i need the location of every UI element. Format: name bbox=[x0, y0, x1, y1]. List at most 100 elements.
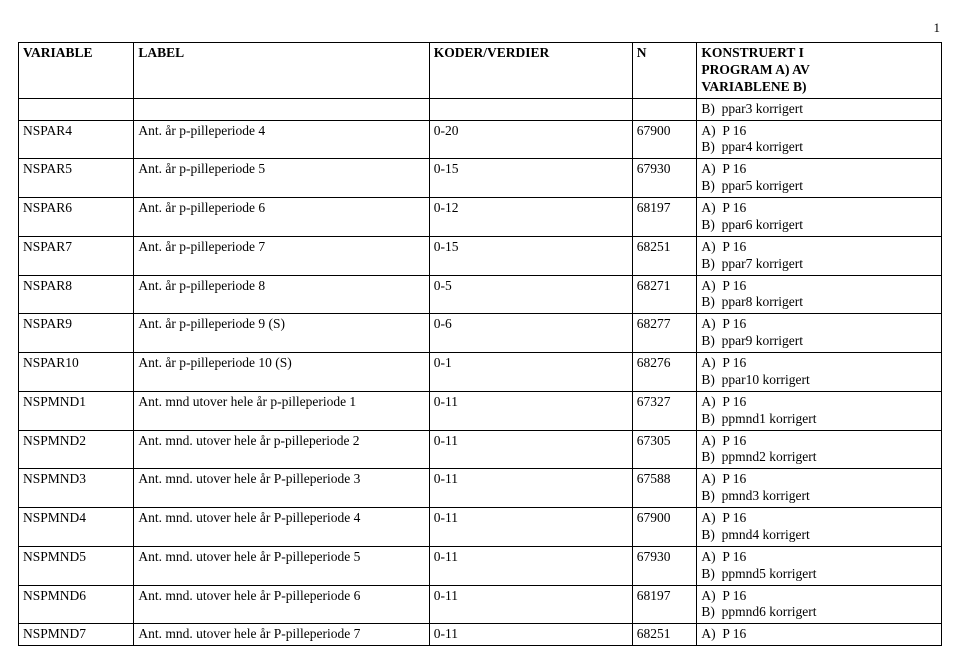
konstruert-b: B) ppmnd2 korrigert bbox=[701, 449, 937, 466]
cell-variable: NSPMND7 bbox=[19, 624, 134, 646]
cell-label: Ant. år p-pilleperiode 6 bbox=[134, 198, 429, 237]
cell-konstruert: A) P 16B) ppar4 korrigert bbox=[697, 120, 942, 159]
table-row: B) ppar3 korrigert bbox=[19, 98, 942, 120]
cell-label: Ant. år p-pilleperiode 4 bbox=[134, 120, 429, 159]
konstruert-a: A) P 16 bbox=[701, 239, 937, 256]
konstruert-a: A) P 16 bbox=[701, 278, 937, 295]
cell-variable: NSPAR6 bbox=[19, 198, 134, 237]
konstruert-b: B) ppmnd1 korrigert bbox=[701, 411, 937, 428]
cell-koder: 0-11 bbox=[429, 430, 632, 469]
konstruert-a: A) P 16 bbox=[701, 394, 937, 411]
table-row: NSPAR6Ant. år p-pilleperiode 60-1268197A… bbox=[19, 198, 942, 237]
table-row: NSPAR5Ant. år p-pilleperiode 50-1567930A… bbox=[19, 159, 942, 198]
cell-konstruert: A) P 16B) ppar8 korrigert bbox=[697, 275, 942, 314]
cell-konstruert: A) P 16B) pmnd3 korrigert bbox=[697, 469, 942, 508]
cell-konstruert: A) P 16B) ppar5 korrigert bbox=[697, 159, 942, 198]
table-row: NSPMND1Ant. mnd utover hele år p-pillepe… bbox=[19, 391, 942, 430]
konstruert-b: B) ppar6 korrigert bbox=[701, 217, 937, 234]
cell-label: Ant. år p-pilleperiode 5 bbox=[134, 159, 429, 198]
header-konstruert-line2: PROGRAM A) AV bbox=[701, 62, 937, 79]
cell-koder: 0-15 bbox=[429, 236, 632, 275]
cell-n: 67900 bbox=[632, 508, 697, 547]
cell-koder: 0-15 bbox=[429, 159, 632, 198]
konstruert-b: B) pmnd4 korrigert bbox=[701, 527, 937, 544]
konstruert-a: A) P 16 bbox=[701, 626, 937, 643]
konstruert-a: A) P 16 bbox=[701, 471, 937, 488]
cell-label: Ant. år p-pilleperiode 10 (S) bbox=[134, 353, 429, 392]
header-konstruert-line1: KONSTRUERT I bbox=[701, 45, 937, 62]
header-variable: VARIABLE bbox=[19, 43, 134, 99]
konstruert-a: A) P 16 bbox=[701, 355, 937, 372]
konstruert-b: B) ppmnd5 korrigert bbox=[701, 566, 937, 583]
table-row: NSPMND3Ant. mnd. utover hele år P-pillep… bbox=[19, 469, 942, 508]
cell-variable: NSPMND4 bbox=[19, 508, 134, 547]
konstruert-a: A) P 16 bbox=[701, 510, 937, 527]
cell-variable: NSPAR9 bbox=[19, 314, 134, 353]
cell-label: Ant. mnd. utover hele år P-pilleperiode … bbox=[134, 585, 429, 624]
cell-label: Ant. mnd. utover hele år P-pilleperiode … bbox=[134, 469, 429, 508]
cell-n: 68271 bbox=[632, 275, 697, 314]
cell-n: 68276 bbox=[632, 353, 697, 392]
cell-konstruert: A) P 16 bbox=[697, 624, 942, 646]
cell-n bbox=[632, 98, 697, 120]
header-konstruert-line3: VARIABLENE B) bbox=[701, 79, 937, 96]
cell-konstruert: A) P 16B) pmnd4 korrigert bbox=[697, 508, 942, 547]
header-konstruert: KONSTRUERT I PROGRAM A) AV VARIABLENE B) bbox=[697, 43, 942, 99]
cell-n: 67305 bbox=[632, 430, 697, 469]
konstruert-a: A) P 16 bbox=[701, 123, 937, 140]
konstruert-b: B) ppar10 korrigert bbox=[701, 372, 937, 389]
cell-konstruert: B) ppar3 korrigert bbox=[697, 98, 942, 120]
header-n: N bbox=[632, 43, 697, 99]
cell-koder: 0-11 bbox=[429, 585, 632, 624]
table-row: NSPAR10Ant. år p-pilleperiode 10 (S)0-16… bbox=[19, 353, 942, 392]
konstruert-b: B) ppar4 korrigert bbox=[701, 139, 937, 156]
cell-variable: NSPMND6 bbox=[19, 585, 134, 624]
cell-label bbox=[134, 98, 429, 120]
cell-variable: NSPAR10 bbox=[19, 353, 134, 392]
table-row: NSPMND6Ant. mnd. utover hele år P-pillep… bbox=[19, 585, 942, 624]
table-row: NSPAR4Ant. år p-pilleperiode 40-2067900A… bbox=[19, 120, 942, 159]
cell-variable: NSPAR4 bbox=[19, 120, 134, 159]
cell-koder: 0-11 bbox=[429, 546, 632, 585]
cell-label: Ant. år p-pilleperiode 9 (S) bbox=[134, 314, 429, 353]
cell-n: 67900 bbox=[632, 120, 697, 159]
cell-koder: 0-5 bbox=[429, 275, 632, 314]
table-row: NSPMND4Ant. mnd. utover hele år P-pillep… bbox=[19, 508, 942, 547]
cell-n: 68277 bbox=[632, 314, 697, 353]
konstruert-b: B) ppmnd6 korrigert bbox=[701, 604, 937, 621]
cell-koder: 0-11 bbox=[429, 508, 632, 547]
cell-variable: NSPAR8 bbox=[19, 275, 134, 314]
cell-variable: NSPAR5 bbox=[19, 159, 134, 198]
konstruert-b: B) ppar9 korrigert bbox=[701, 333, 937, 350]
cell-konstruert: A) P 16B) ppar6 korrigert bbox=[697, 198, 942, 237]
cell-n: 67327 bbox=[632, 391, 697, 430]
cell-koder: 0-11 bbox=[429, 469, 632, 508]
cell-variable: NSPMND2 bbox=[19, 430, 134, 469]
konstruert-a: A) P 16 bbox=[701, 433, 937, 450]
konstruert-a: A) P 16 bbox=[701, 588, 937, 605]
konstruert-a: A) P 16 bbox=[701, 316, 937, 333]
cell-koder: 0-11 bbox=[429, 391, 632, 430]
konstruert-b: B) ppar3 korrigert bbox=[701, 101, 937, 118]
konstruert-b: B) ppar5 korrigert bbox=[701, 178, 937, 195]
cell-variable: NSPMND5 bbox=[19, 546, 134, 585]
table-row: NSPMND7Ant. mnd. utover hele år P-pillep… bbox=[19, 624, 942, 646]
cell-variable: NSPMND3 bbox=[19, 469, 134, 508]
cell-label: Ant. mnd utover hele år p-pilleperiode 1 bbox=[134, 391, 429, 430]
cell-konstruert: A) P 16B) ppar7 korrigert bbox=[697, 236, 942, 275]
cell-n: 67588 bbox=[632, 469, 697, 508]
cell-koder: 0-12 bbox=[429, 198, 632, 237]
cell-koder: 0-20 bbox=[429, 120, 632, 159]
header-row: VARIABLE LABEL KODER/VERDIER N KONSTRUER… bbox=[19, 43, 942, 99]
cell-koder: 0-11 bbox=[429, 624, 632, 646]
table-row: NSPAR8Ant. år p-pilleperiode 80-568271A)… bbox=[19, 275, 942, 314]
header-koder: KODER/VERDIER bbox=[429, 43, 632, 99]
cell-n: 68251 bbox=[632, 624, 697, 646]
cell-label: Ant. mnd. utover hele år p-pilleperiode … bbox=[134, 430, 429, 469]
data-table: VARIABLE LABEL KODER/VERDIER N KONSTRUER… bbox=[18, 42, 942, 646]
konstruert-a: A) P 16 bbox=[701, 549, 937, 566]
cell-label: Ant. mnd. utover hele år P-pilleperiode … bbox=[134, 624, 429, 646]
table-row: NSPMND2Ant. mnd. utover hele år p-pillep… bbox=[19, 430, 942, 469]
table-row: NSPAR7Ant. år p-pilleperiode 70-1568251A… bbox=[19, 236, 942, 275]
cell-konstruert: A) P 16B) ppmnd1 korrigert bbox=[697, 391, 942, 430]
